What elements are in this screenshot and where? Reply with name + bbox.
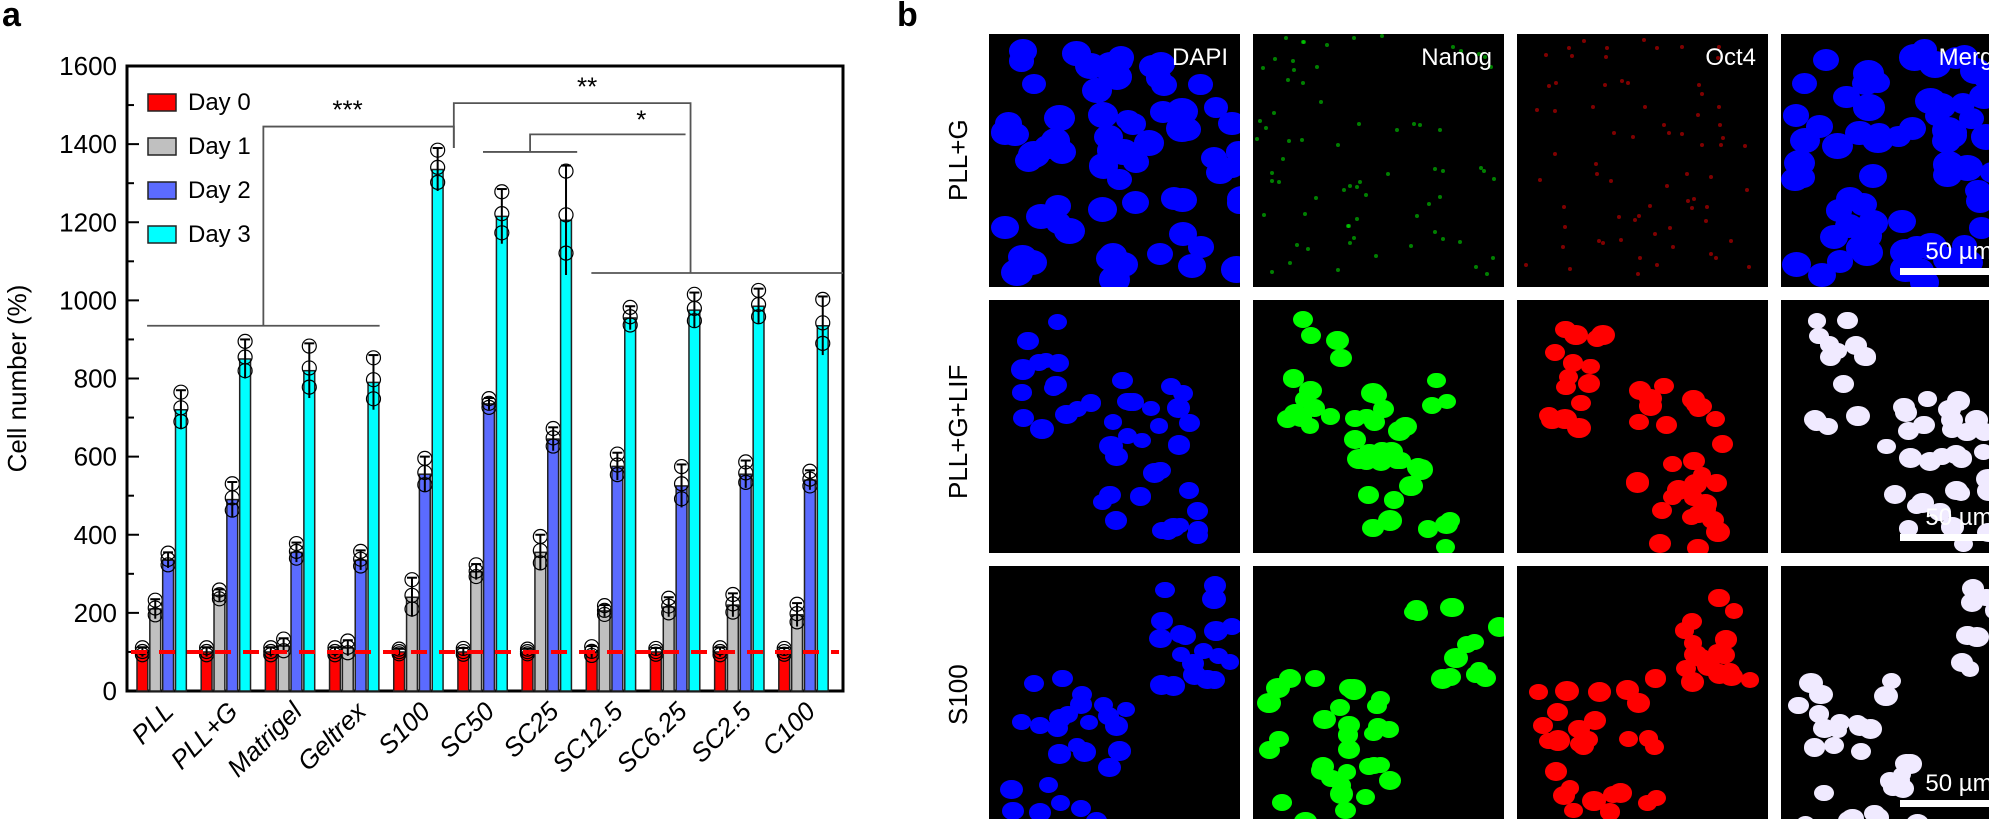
bar [431,168,444,692]
y-tick-label: 1400 [59,129,117,159]
x-tick-label: Geltrex [291,695,372,776]
y-tick-label: 1000 [59,285,117,315]
micrograph-dapi-2 [989,566,1240,819]
channel-label: Nanog [1421,44,1492,71]
micrograph-nanog-0: Nanog [1253,34,1504,287]
x-tick-label: S100 [372,696,437,761]
bar [161,559,175,692]
row-label-1: PLL+G+LIF [943,364,973,499]
bar [469,571,483,692]
x-tick-label: SC12.5 [546,696,629,779]
bar [367,381,380,692]
bar [675,485,688,692]
legend-swatch [147,137,177,156]
micrograph-oct4-0: Oct4 [1517,34,1768,287]
x-tick-label: SC6.25 [610,696,693,779]
channel-label: DAPI [1171,44,1228,71]
bar [611,465,624,692]
significance-label: ** [577,71,597,101]
scale-bar: 50 µm [1900,770,1989,807]
micrograph-merged-0: Merged 50 µm [1781,34,1989,287]
y-tick-label: 800 [74,364,117,394]
scale-bar: 50 µm [1900,504,1989,541]
legend-label: Day 2 [188,177,251,204]
bar [739,473,752,692]
micrograph-dapi-1 [989,300,1240,553]
micrograph-nanog-1 [1253,300,1504,553]
micrograph-merged-2: 50 µm [1781,566,1989,819]
y-axis-label: Cell number (%) [2,285,32,473]
micrograph-oct4-2 [1517,566,1768,819]
x-tick-label: SC50 [433,696,501,764]
row-label-0: PLL+G [943,118,973,201]
channel-label: Oct4 [1705,44,1756,71]
panel-b-label: b [897,0,918,34]
scale-bar-label: 50 µm [1925,504,1989,531]
y-tick-label: 400 [74,520,117,550]
bar [803,479,817,692]
bar [418,473,431,692]
bar [303,369,316,692]
legend-label: Day 1 [188,133,251,160]
bar [238,358,252,692]
micrograph-merged-1: 50 µm [1781,300,1989,553]
y-tick-label: 200 [74,598,117,628]
y-tick-label: 600 [74,442,117,472]
bar [534,551,547,692]
significance-label: *** [332,95,362,125]
scale-bar: 50 µm [1900,238,1989,275]
legend-swatch [147,225,177,244]
scale-bar-label: 50 µm [1925,770,1989,797]
row-label-2: S100 [943,663,973,725]
bar [816,325,829,692]
bar [752,305,765,692]
bar [226,498,239,692]
x-tick-label: SC2.5 [685,696,758,769]
significance-label: * [636,105,646,135]
bar [213,594,226,692]
y-tick-label: 1200 [59,207,117,237]
scale-bar-label: 50 µm [1925,238,1989,265]
bar [688,309,701,692]
bar [624,317,637,692]
microscopy-grid: PLL+G DAPI Nanog Oct4 Merged 50 µm PLL+G+LIF 50… [933,34,1989,819]
bar [174,409,188,692]
bar-chart: 0 200 400 600 800 1000 1200 1400 1600 Cell number… [2,51,845,783]
x-tick-label: PLL [125,696,179,750]
bar [482,403,496,692]
micrograph-oct4-1 [1517,300,1768,553]
panel-a-label: a [2,0,21,34]
legend-label: Day 3 [188,221,251,248]
micrograph-dapi-0: DAPI [989,34,1240,287]
bar [559,219,573,692]
y-tick-label: 1600 [59,51,117,81]
channel-label: Merged [1938,44,1989,71]
legend-swatch [147,93,177,112]
bar [290,551,303,692]
legend-swatch [147,181,177,200]
x-tick-label: C100 [756,696,822,762]
bar [354,559,367,692]
micrograph-nanog-2 [1253,566,1504,819]
y-tick-label: 0 [103,676,117,706]
bar [495,215,509,692]
legend-label: Day 0 [188,89,251,116]
